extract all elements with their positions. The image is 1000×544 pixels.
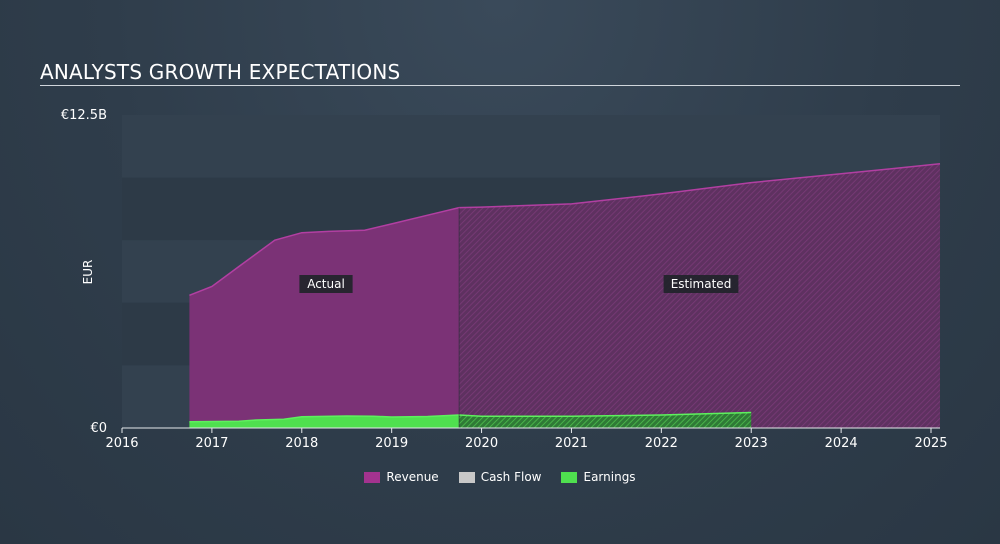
actual-region-label-bg [299,275,353,293]
x-tick-label-2022: 2022 [645,436,678,451]
revenue-estimated-area [459,163,940,429]
legend-label-earnings: Earnings [583,470,636,484]
chart-title: ANALYSTS GROWTH EXPECTATIONS [40,60,401,84]
earnings-swatch [561,471,578,483]
earnings-actual-area [189,415,460,428]
title-divider [40,85,960,86]
x-tick-label-2020: 2020 [465,436,498,451]
x-tick-label-2018: 2018 [285,436,318,451]
legend-label-revenue: Revenue [386,470,439,484]
legend-label-cash-flow: Cash Flow [480,470,542,484]
x-tick-label-2019: 2019 [375,436,408,451]
x-tick-label-2023: 2023 [735,436,768,451]
revenue-swatch [364,471,381,483]
x-tick-label-2017: 2017 [195,436,228,451]
legend-item-earnings[interactable]: Earnings [561,470,636,484]
legend-item-revenue[interactable]: Revenue [364,470,439,484]
x-tick-label-2021: 2021 [555,436,588,451]
y-axis-label: EUR [81,260,95,285]
x-tick-label-2025: 2025 [914,436,947,451]
grid-band [122,115,940,178]
x-tick-label-2016: 2016 [105,436,138,451]
actual-region-label: Actual [307,277,345,291]
x-tick-label-2024: 2024 [825,436,858,451]
estimated-region-label: Estimated [671,277,732,291]
cash-flow-swatch [458,471,475,483]
y-tick-label-bottom: €0 [90,421,107,436]
revenue-actual-area [189,207,460,428]
estimated-region-label-bg [663,275,739,293]
y-tick-label-top: €12.5B [61,108,107,123]
revenue-line [189,163,941,296]
chart-legend: Revenue Cash Flow Earnings [0,470,1000,484]
earnings-line [189,411,752,423]
legend-item-cash-flow[interactable]: Cash Flow [458,470,542,484]
